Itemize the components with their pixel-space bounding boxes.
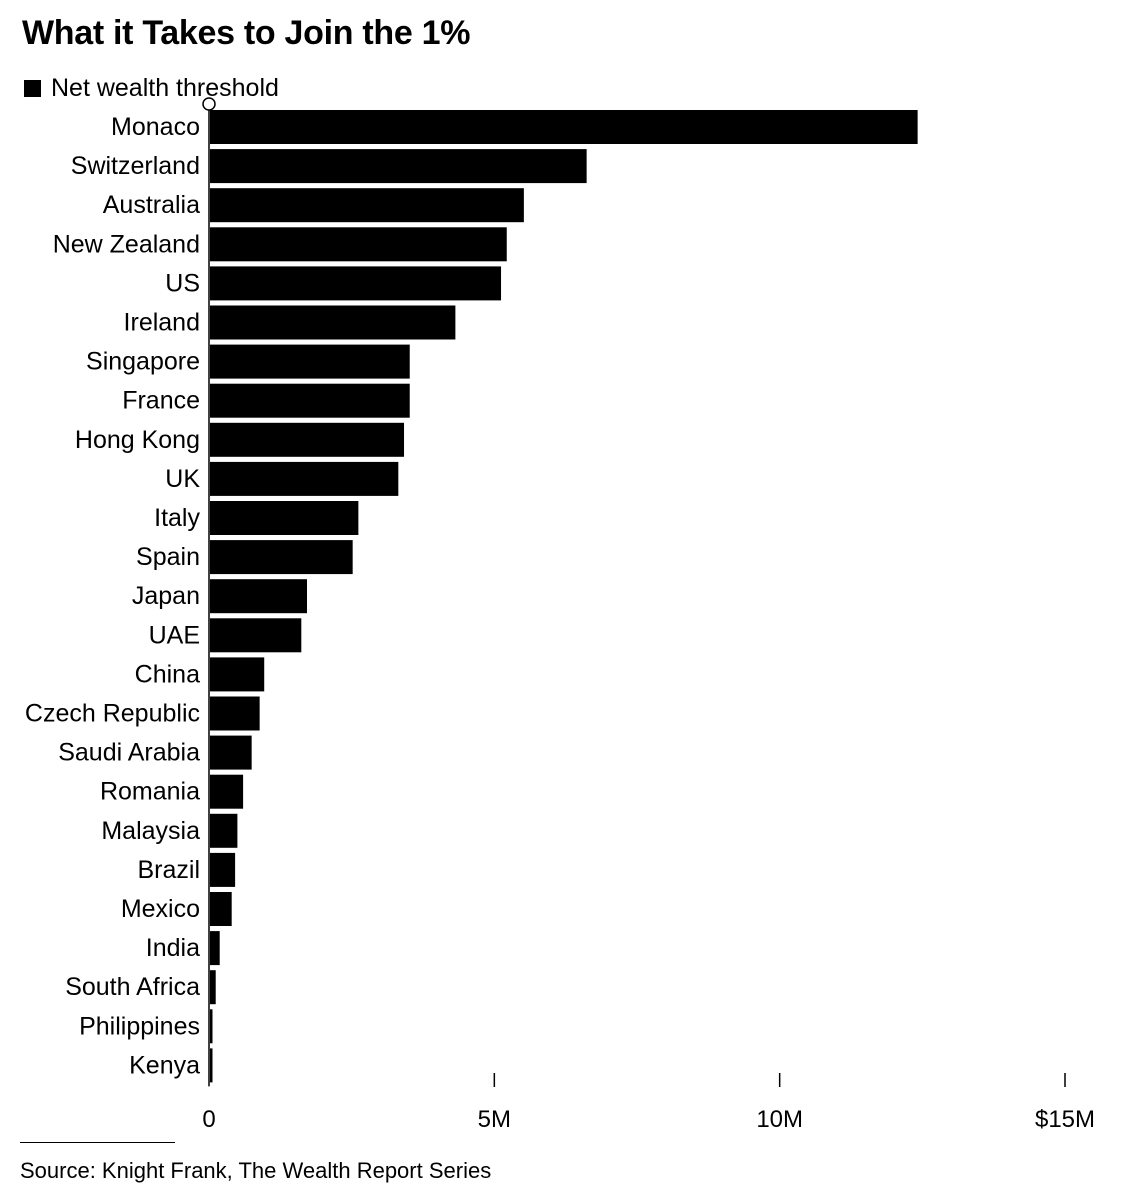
category-label: Kenya [129, 1051, 200, 1079]
category-label: New Zealand [53, 230, 200, 258]
x-tick-label: 5M [478, 1106, 511, 1133]
source-divider [20, 1142, 175, 1143]
legend-label: Net wealth threshold [51, 73, 279, 102]
category-label: Singapore [86, 348, 200, 376]
bar [210, 774, 244, 809]
bar [210, 344, 410, 379]
bar [210, 149, 587, 184]
bar [210, 305, 456, 340]
category-label: India [146, 934, 200, 962]
category-label: Italy [154, 504, 200, 532]
legend: Net wealth threshold [24, 73, 279, 103]
category-label: Monaco [111, 113, 200, 141]
bar [210, 461, 399, 496]
bar [210, 696, 260, 731]
bar [210, 813, 238, 848]
source-note: Source: Knight Frank, The Wealth Report … [20, 1158, 492, 1183]
category-label: Romania [100, 778, 200, 806]
category-label: Philippines [79, 1012, 200, 1040]
bar [210, 383, 410, 418]
chart-title: What it Takes to Join the 1% [22, 14, 471, 52]
category-label: Hong Kong [75, 426, 200, 454]
bar [210, 852, 236, 887]
bar [210, 1048, 213, 1083]
category-label: UK [165, 465, 200, 493]
category-label: Mexico [121, 895, 200, 923]
bar [210, 892, 232, 926]
category-label: Switzerland [71, 152, 200, 180]
bar [210, 618, 302, 653]
bar [210, 540, 353, 575]
bar [210, 110, 918, 144]
bar [210, 266, 502, 301]
category-label: Saudi Arabia [58, 739, 200, 767]
category-label: France [122, 387, 200, 415]
category-label: South Africa [65, 973, 200, 1001]
category-label: Australia [103, 191, 200, 219]
category-label: UAE [149, 621, 200, 649]
origin-marker [202, 97, 216, 111]
legend-swatch [24, 79, 41, 97]
category-label: Czech Republic [25, 700, 200, 728]
x-tick-label: 0 [202, 1106, 215, 1133]
bar [210, 735, 252, 770]
bar [210, 422, 405, 457]
x-tick-label: 10M [756, 1106, 803, 1133]
category-label: US [165, 269, 200, 297]
bar [210, 657, 265, 692]
bar [210, 1009, 213, 1044]
bar [210, 579, 308, 614]
bar [210, 931, 220, 966]
category-label: Japan [132, 582, 200, 610]
bar [210, 501, 359, 535]
category-label: Ireland [124, 309, 200, 337]
bar [210, 970, 216, 1005]
x-tick-label: $15M [1035, 1106, 1095, 1133]
bar [210, 227, 507, 262]
category-label: Brazil [137, 856, 200, 884]
category-label: China [135, 660, 200, 688]
category-label: Spain [136, 543, 200, 571]
bar [210, 188, 524, 223]
category-label: Malaysia [101, 817, 200, 845]
